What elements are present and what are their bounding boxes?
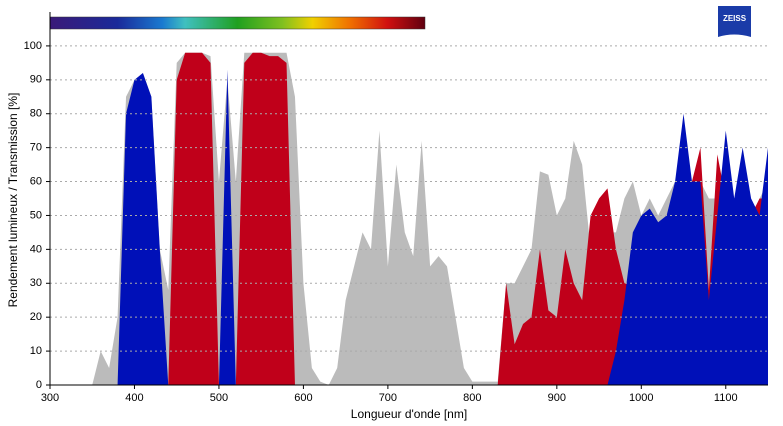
x-tick-label: 500 (210, 392, 228, 404)
y-tick-label: 20 (30, 311, 42, 323)
x-tick-label: 400 (125, 392, 143, 404)
y-tick-label: 40 (30, 243, 42, 255)
y-tick-label: 100 (24, 40, 42, 52)
x-tick-label: 900 (548, 392, 566, 404)
logo: ZEISS (718, 6, 751, 37)
y-tick-label: 60 (30, 175, 42, 187)
y-tick-label: 80 (30, 108, 42, 120)
x-tick-label: 1100 (714, 392, 738, 404)
spectrum-bar (49, 16, 426, 30)
x-tick-label: 1000 (629, 392, 653, 404)
y-tick-label: 10 (30, 345, 42, 357)
y-tick-label: 90 (30, 74, 42, 86)
y-tick-label: 50 (30, 209, 42, 221)
x-axis-label: Longueur d'onde [nm] (351, 407, 467, 421)
area (117, 69, 768, 386)
x-tick-label: 800 (463, 392, 481, 404)
x-tick-label: 700 (379, 392, 397, 404)
y-tick-label: 0 (36, 379, 42, 391)
plot-area (92, 52, 769, 386)
x-tick-label: 300 (41, 392, 59, 404)
area (168, 52, 769, 385)
logo-shape (718, 6, 751, 37)
logo-text: ZEISS (723, 14, 747, 23)
y-axis-label: Rendement lumineux / Transmission [%] (6, 93, 20, 308)
y-tick-label: 70 (30, 142, 42, 154)
x-tick-label: 600 (294, 392, 312, 404)
y-tick-label: 30 (30, 277, 42, 289)
